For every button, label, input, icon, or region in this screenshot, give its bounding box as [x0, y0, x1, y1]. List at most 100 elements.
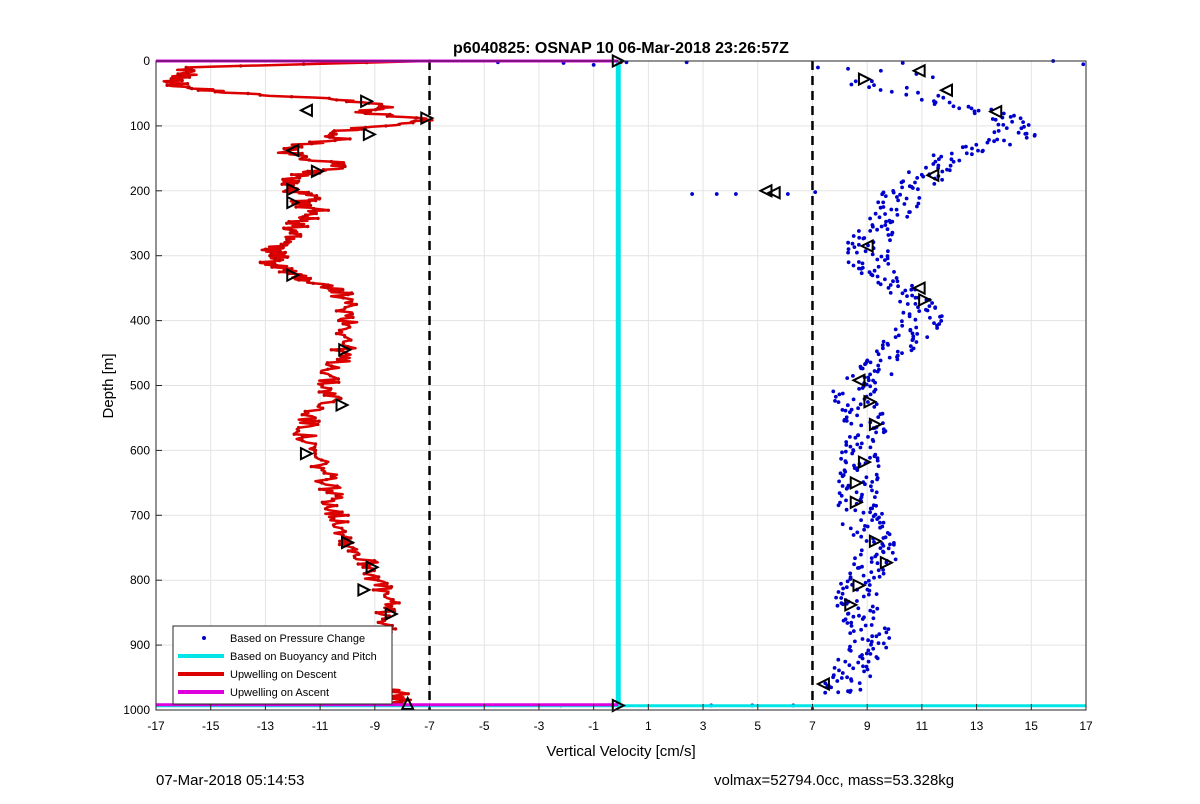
pressure-point: [896, 333, 901, 338]
pressure-point: [916, 201, 921, 206]
footer-timestamp: 07-Mar-2018 05:14:53: [156, 772, 305, 789]
descent-point: [184, 70, 189, 75]
pressure-point: [1021, 120, 1025, 124]
triangle-marker: [851, 373, 866, 388]
pressure-point: [859, 441, 864, 446]
pressure-point: [883, 194, 888, 199]
pressure-point: [851, 666, 856, 671]
descent-point: [338, 539, 342, 543]
descent-point: [336, 161, 340, 165]
descent-point: [300, 156, 304, 160]
descent-point: [406, 692, 410, 696]
pressure-point: [868, 216, 872, 221]
pressure-point: [862, 669, 866, 674]
pressure-point: [917, 196, 922, 200]
pressure-point: [869, 570, 874, 574]
pressure-point: [905, 294, 909, 298]
legend-label: Upwelling on Ascent: [230, 687, 329, 699]
pressure-point: [872, 268, 877, 273]
descent-point: [303, 213, 308, 217]
pressure-point: [924, 165, 928, 170]
pressure-point: [927, 304, 932, 308]
descent-point: [299, 273, 303, 277]
descent-point: [344, 99, 349, 104]
pressure-point: [857, 229, 861, 233]
descent-point: [385, 114, 389, 118]
pressure-point: [844, 460, 848, 465]
descent-point: [335, 484, 339, 488]
pressure-point: [951, 159, 956, 164]
descent-point: [346, 513, 350, 517]
triangle-marker: [857, 454, 873, 470]
pressure-point: [876, 641, 881, 645]
descent-point: [297, 278, 301, 282]
pressure-point: [856, 433, 860, 438]
pressure-point: [883, 223, 888, 228]
pressure-point: [844, 415, 849, 420]
pressure-point: [921, 174, 926, 179]
triangle-marker: [310, 164, 326, 179]
pressure-point: [848, 571, 853, 576]
descent-point: [329, 474, 333, 479]
pressure-point: [831, 389, 836, 394]
pressure-point: [871, 610, 876, 614]
descent-point: [301, 215, 305, 219]
pressure-point: [870, 79, 874, 84]
descent-point: [300, 145, 304, 149]
pressure-point: [896, 284, 900, 289]
pressure-point: [970, 146, 974, 151]
pressure-point: [849, 421, 854, 426]
pressure-point: [893, 557, 898, 562]
descent-point: [239, 64, 243, 68]
x-tick-label: -5: [479, 719, 490, 733]
pressure-point: [933, 306, 938, 310]
descent-point: [325, 361, 330, 365]
pressure-point: [850, 241, 855, 246]
pressure-point: [916, 187, 920, 192]
pressure-point: [840, 450, 844, 455]
pressure-point: [870, 252, 875, 257]
descent-point: [313, 451, 318, 456]
descent-point: [384, 124, 388, 128]
pressure-point: [868, 392, 873, 397]
pressure-point: [865, 524, 870, 529]
pressure-point: [907, 210, 911, 215]
pressure-point: [904, 85, 909, 90]
pressure-point: [1023, 132, 1028, 136]
descent-point: [388, 112, 392, 117]
descent-point: [264, 247, 268, 251]
legend: Based on Pressure Change Based on Buoyanc…: [172, 625, 393, 705]
pressure-point: [879, 254, 884, 259]
descent-point: [270, 265, 274, 269]
pressure-point: [837, 479, 841, 484]
pressure-point: [841, 618, 846, 623]
pressure-point: [833, 399, 837, 403]
pressure-point: [855, 468, 860, 472]
pressure-point: [861, 510, 866, 515]
pressure-point: [904, 196, 909, 201]
descent-point: [339, 396, 343, 401]
pressure-point: [910, 331, 915, 336]
pressure-point: [870, 634, 875, 639]
pressure-point: [895, 279, 900, 284]
descent-point: [308, 203, 313, 208]
pressure-point: [985, 140, 990, 145]
descent-point: [362, 572, 366, 576]
pressure-point: [866, 243, 870, 248]
pressure-point: [877, 632, 882, 636]
pressure-point: [846, 240, 850, 245]
pressure-point: [859, 366, 863, 371]
descent-point: [380, 104, 384, 109]
pressure-point: [957, 158, 962, 163]
pressure-point: [868, 455, 872, 460]
pressure-point: [891, 279, 895, 284]
descent-point: [180, 78, 184, 83]
descent-point: [280, 182, 284, 186]
pressure-point: [860, 617, 865, 621]
descent-point: [343, 305, 347, 310]
descent-point: [329, 159, 333, 164]
pressure-point: [873, 554, 878, 559]
pressure-point: [839, 456, 843, 461]
descent-point: [351, 315, 355, 320]
pressure-point: [875, 369, 880, 374]
